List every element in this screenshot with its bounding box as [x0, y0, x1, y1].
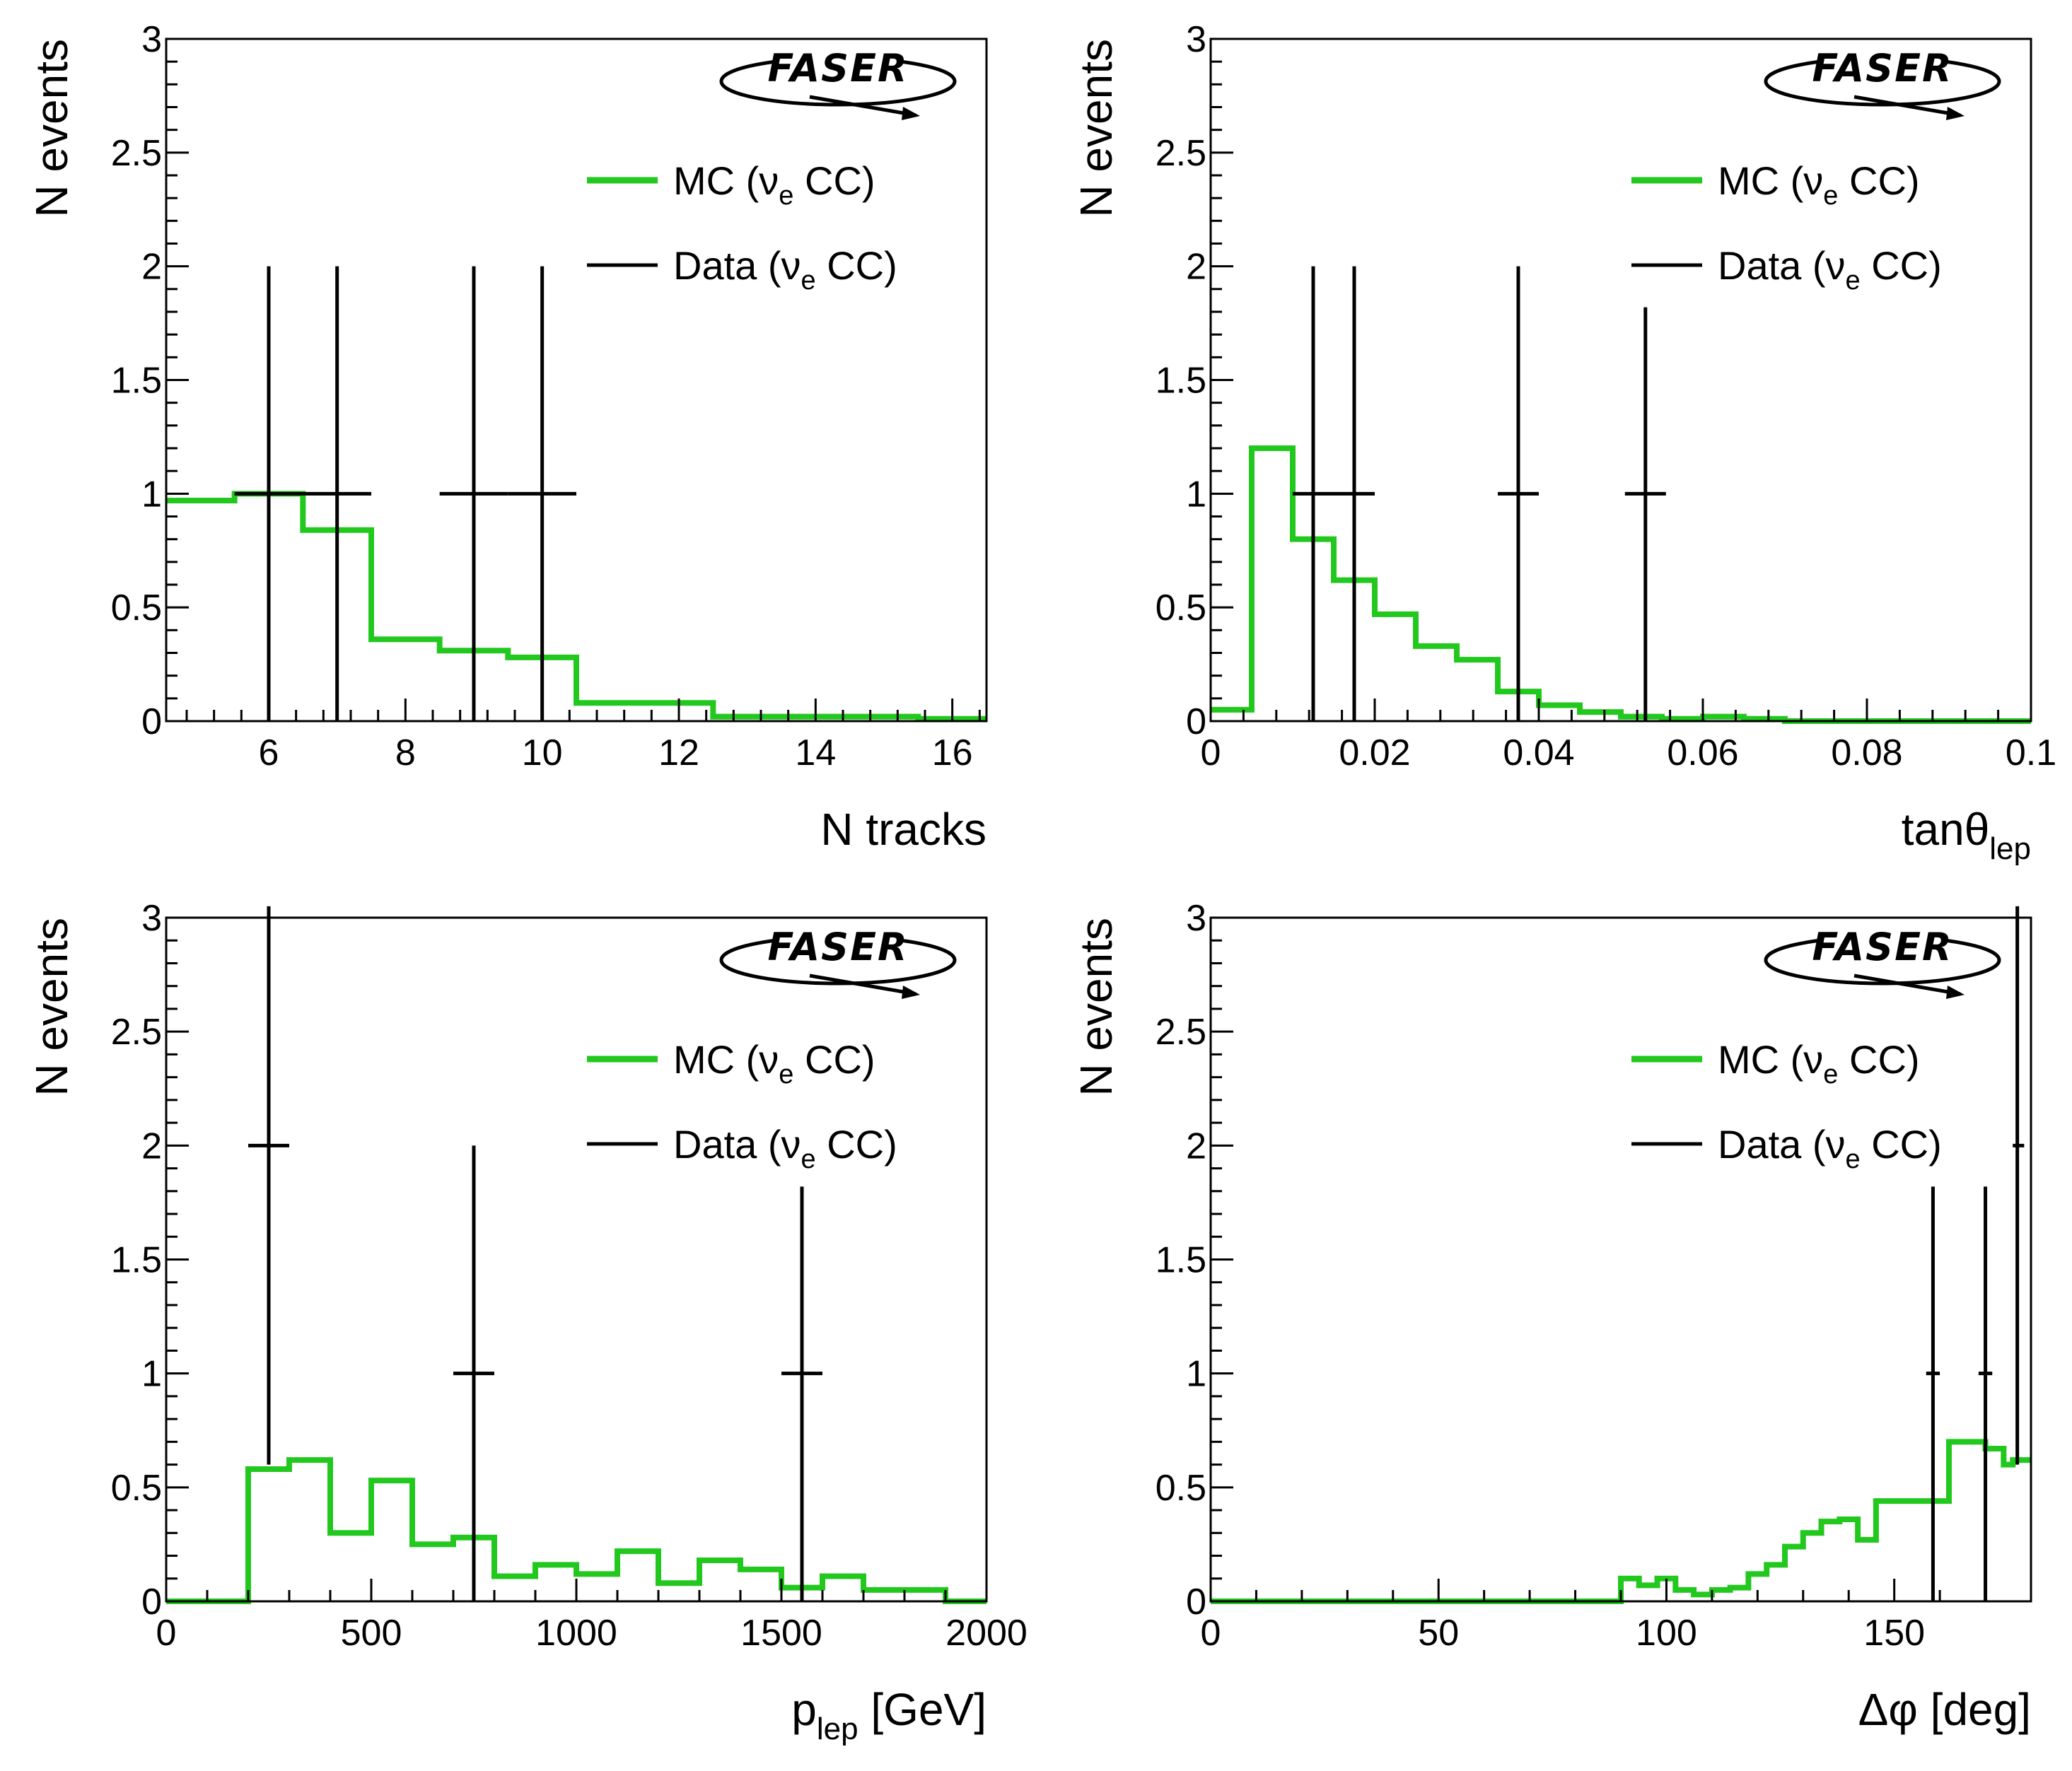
y-tick-label: 0.5: [111, 588, 162, 629]
logo-text: FASER: [767, 925, 908, 969]
logo-arrow-head: [902, 986, 920, 999]
mc-histogram: [166, 1457, 986, 1604]
x-axis-title: Δφ [deg]: [1858, 1684, 2031, 1735]
logo-text: FASER: [1812, 46, 1952, 90]
mc-histogram: [1211, 1439, 2031, 1604]
x-tick-label: 6: [259, 732, 279, 773]
faser-logo: FASER: [719, 46, 957, 120]
faser-logo: FASER: [1764, 925, 2001, 999]
y-tick-label: 0: [141, 701, 162, 742]
y-tick-label: 2.5: [1156, 133, 1206, 174]
y-tick-label: 3: [141, 19, 162, 60]
y-tick-label: 3: [141, 898, 162, 939]
logo-arrow-head: [902, 107, 920, 120]
logo-arrow-line: [809, 974, 916, 996]
logo-text: FASER: [1812, 925, 1952, 969]
y-tick-label: 1.5: [1156, 1240, 1206, 1281]
logo-arrow-line: [1853, 95, 1961, 117]
logo-arrow-line: [1853, 974, 1961, 996]
y-tick-label: 1.5: [1156, 361, 1206, 402]
y-tick-label: 3: [1186, 19, 1206, 60]
x-tick-label: 1500: [740, 1613, 822, 1654]
x-tick-label: 1000: [535, 1613, 617, 1654]
y-tick-label: 0.5: [1156, 1468, 1206, 1509]
y-tick-label: 1: [1186, 1354, 1206, 1395]
x-tick-label: 16: [932, 732, 973, 773]
x-tick-label: 0: [156, 1613, 177, 1654]
logo-text-backdrop: [1817, 47, 1948, 84]
y-tick-label: 3: [1186, 898, 1206, 939]
x-axis-title: tanθlep: [1902, 804, 2031, 866]
panel-3: 0 0.5 1 1.5 2 2.5 3 0 500 1000 1500 2000 N events ple…: [26, 898, 1028, 1746]
y-axis-title: N events: [1071, 39, 1122, 218]
x-tick-label: 12: [658, 732, 699, 773]
y-tick-label: 1.5: [111, 1240, 162, 1281]
y-tick-label: 2: [1186, 247, 1206, 288]
y-tick-label: 2: [141, 1126, 162, 1167]
y-axis-title: N events: [26, 39, 77, 218]
y-tick-label: 2: [141, 247, 162, 288]
x-tick-label: 0: [1201, 1613, 1221, 1654]
legend-data-label: Data (νe CC): [1718, 243, 1942, 296]
faser-logo: FASER: [1764, 46, 2001, 120]
legend-data-label: Data (νe CC): [673, 243, 897, 296]
panel-4: 0 0.5 1 1.5 2 2.5 3 0 50 100 150 N events Δφ [deg] FA…: [1071, 898, 2032, 1735]
panel-2: 0 0.5 1 1.5 2 2.5 3 0 0.02 0.04 0.06 0.08 0.1 N event…: [1071, 19, 2056, 866]
y-tick-label: 2.5: [111, 133, 162, 174]
y-tick-label: 1: [141, 1354, 162, 1395]
x-tick-label: 8: [395, 732, 416, 773]
x-axis-title: plep [GeV]: [791, 1684, 986, 1746]
legend-data-label: Data (νe CC): [1718, 1122, 1942, 1174]
y-tick-label: 0: [1186, 701, 1206, 742]
faser-logo: FASER: [719, 925, 957, 999]
logo-text-backdrop: [1817, 926, 1948, 963]
logo-text-backdrop: [773, 926, 903, 963]
x-tick-label: 14: [795, 732, 836, 773]
x-tick-label: 0.1: [2006, 732, 2056, 773]
panel-1: 0 0.5 1 1.5 2 2.5 3 6 8 10 12 14 16 N events N tracks F…: [26, 19, 988, 855]
y-tick-label: 2.5: [1156, 1012, 1206, 1053]
logo-arrow-head: [1946, 986, 1965, 999]
y-tick-label: 0: [141, 1582, 162, 1623]
y-tick-label: 0: [1186, 1582, 1206, 1623]
y-axis-title: N events: [26, 918, 77, 1097]
legend-mc-label: MC (νe CC): [673, 1037, 875, 1089]
y-tick-label: 2.5: [111, 1012, 162, 1053]
logo-arrow-head: [1946, 107, 1965, 120]
x-tick-label: 0.04: [1503, 732, 1574, 773]
y-tick-label: 1: [141, 474, 162, 515]
logo-text: FASER: [767, 46, 908, 90]
y-tick-label: 0.5: [1156, 588, 1206, 629]
mc-histogram: [166, 491, 986, 722]
x-tick-label: 100: [1636, 1613, 1697, 1654]
legend-mc-label: MC (νe CC): [1718, 1037, 1920, 1089]
logo-arrow-line: [809, 95, 916, 117]
x-tick-label: 0: [1201, 732, 1221, 773]
x-axis-title: N tracks: [820, 804, 986, 855]
x-tick-label: 0.06: [1667, 732, 1738, 773]
x-tick-label: 150: [1863, 1613, 1925, 1654]
y-axis-title: N events: [1071, 918, 1122, 1097]
x-tick-label: 2000: [945, 1613, 1028, 1654]
y-tick-label: 1: [1186, 474, 1206, 515]
y-tick-label: 2: [1186, 1126, 1206, 1167]
x-tick-label: 50: [1418, 1613, 1459, 1654]
legend-mc-label: MC (νe CC): [673, 158, 875, 211]
legend-data-label: Data (νe CC): [673, 1122, 897, 1174]
y-tick-label: 1.5: [111, 361, 162, 402]
legend-mc-label: MC (νe CC): [1718, 158, 1920, 211]
logo-text-backdrop: [773, 47, 903, 84]
y-tick-label: 0.5: [111, 1468, 162, 1509]
x-tick-label: 10: [522, 732, 563, 773]
x-tick-label: 500: [341, 1613, 402, 1654]
x-tick-label: 0.08: [1831, 732, 1902, 773]
x-tick-label: 0.02: [1339, 732, 1410, 773]
